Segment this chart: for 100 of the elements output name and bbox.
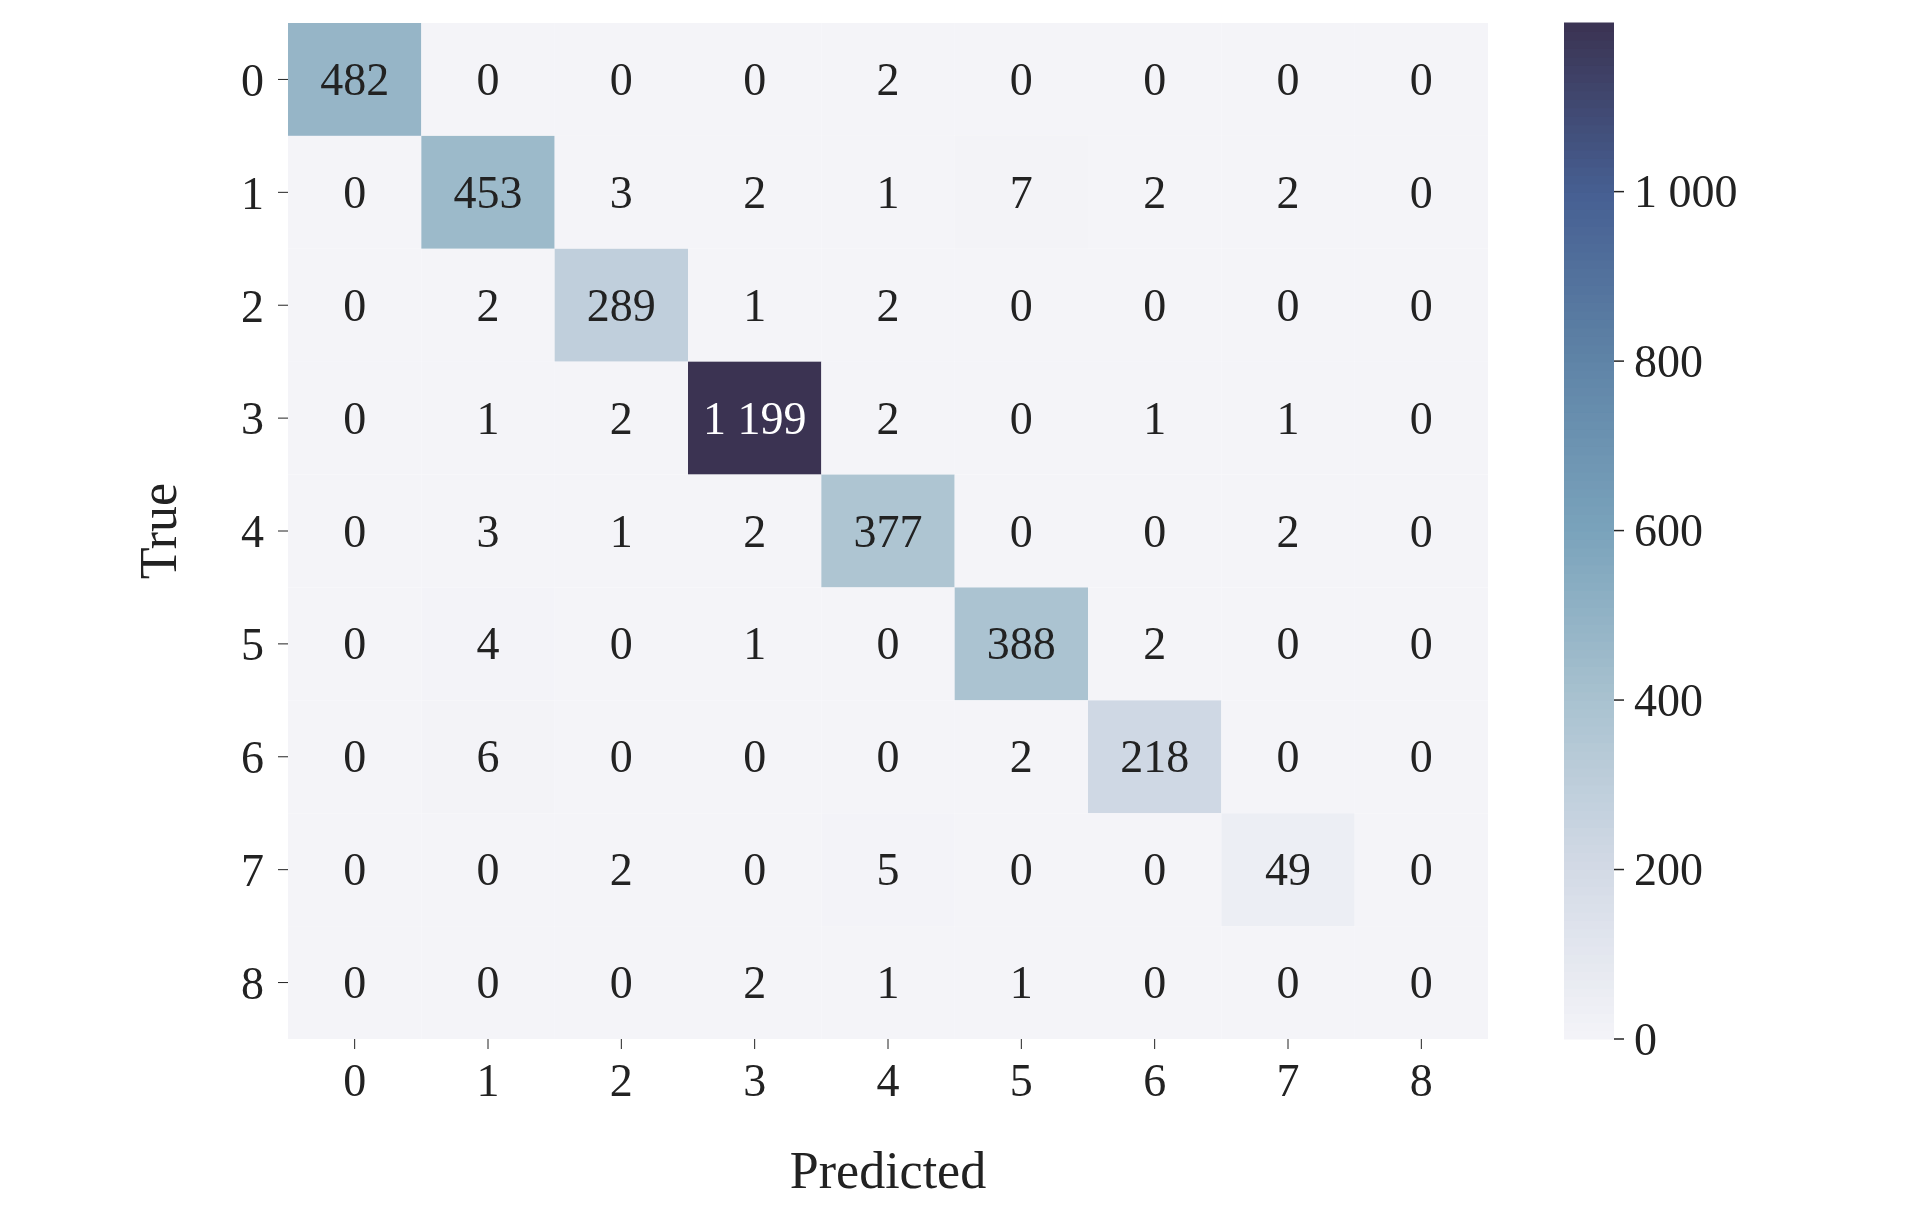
data-label: 1 [1276, 392, 1300, 444]
data-label: 2 [876, 53, 900, 105]
color-bar-label: 200 [1634, 844, 1703, 896]
data-label: 0 [1276, 957, 1300, 1009]
y-tick-label: 4 [241, 506, 264, 558]
data-label: 0 [1409, 505, 1433, 557]
data-label: 0 [609, 731, 633, 783]
data-label: 0 [876, 618, 900, 670]
data-label: 0 [1009, 53, 1033, 105]
y-axis-title: True [130, 482, 188, 580]
y-tick-label: 1 [241, 167, 264, 219]
data-label: 1 [476, 392, 500, 444]
data-label: 0 [1409, 53, 1433, 105]
data-label: 0 [743, 731, 767, 783]
color-bar-label: 400 [1634, 674, 1703, 726]
data-label: 1 [1143, 392, 1167, 444]
data-label: 2 [743, 505, 767, 557]
y-tick-label: 6 [241, 732, 264, 784]
data-label: 2 [1143, 618, 1167, 670]
y-tick-label: 8 [241, 957, 264, 1009]
data-label: 453 [453, 166, 523, 218]
data-label: 0 [743, 844, 767, 896]
data-label: 0 [876, 731, 900, 783]
data-label: 1 [609, 505, 633, 557]
data-label: 49 [1265, 844, 1311, 896]
data-label: 0 [1143, 957, 1167, 1009]
data-label: 0 [343, 731, 367, 783]
data-label: 0 [1409, 166, 1433, 218]
data-label: 2 [1276, 166, 1300, 218]
x-tick-label: 1 [476, 1054, 500, 1106]
x-tick-label: 2 [609, 1054, 633, 1106]
data-label: 2 [876, 392, 900, 444]
data-label: 2 [609, 844, 633, 896]
data-label: 0 [343, 957, 367, 1009]
data-label: 0 [343, 279, 367, 331]
data-label: 0 [476, 957, 500, 1009]
data-label: 1 [743, 279, 767, 331]
data-label: 0 [343, 166, 367, 218]
data-label: 289 [586, 279, 656, 331]
data-label: 0 [1009, 844, 1033, 896]
color-bar-label: 1 000 [1634, 166, 1738, 218]
data-label: 2 [609, 392, 633, 444]
data-label: 0 [1276, 731, 1300, 783]
x-tick-label: 5 [1009, 1054, 1033, 1106]
data-label: 2 [476, 279, 500, 331]
data-label: 0 [1009, 392, 1033, 444]
data-label: 0 [1143, 505, 1167, 557]
data-label: 0 [1276, 618, 1300, 670]
data-label: 0 [609, 957, 633, 1009]
data-label: 1 [876, 957, 900, 1009]
data-label: 0 [1009, 279, 1033, 331]
data-label: 0 [476, 53, 500, 105]
data-label: 0 [343, 392, 367, 444]
data-label: 0 [1276, 279, 1300, 331]
data-label: 388 [986, 618, 1056, 670]
data-label: 377 [853, 505, 923, 557]
data-label: 1 199 [702, 392, 807, 444]
x-tick-label: 6 [1143, 1054, 1167, 1106]
data-label: 0 [1143, 844, 1167, 896]
data-label: 0 [1409, 618, 1433, 670]
y-tick-label: 3 [241, 393, 264, 445]
data-label: 6 [476, 731, 500, 783]
data-label: 0 [1276, 53, 1300, 105]
data-label: 3 [609, 166, 633, 218]
data-label: 4 [476, 618, 500, 670]
y-tick-label: 0 [241, 54, 264, 106]
data-label: 0 [1409, 279, 1433, 331]
x-tick-label: 8 [1409, 1054, 1433, 1106]
data-label: 2 [876, 279, 900, 331]
data-label: 0 [343, 844, 367, 896]
x-tick-label: 7 [1276, 1054, 1300, 1106]
x-tick-label: 3 [743, 1054, 767, 1106]
data-label: 2 [743, 957, 767, 1009]
data-label: 218 [1120, 731, 1190, 783]
data-label: 0 [343, 505, 367, 557]
color-bar-label: 800 [1634, 335, 1703, 387]
x-axis-title: Predicted [789, 1142, 987, 1199]
color-bar-label: 0 [1634, 1013, 1657, 1065]
data-label: 0 [743, 53, 767, 105]
x-tick-label: 0 [343, 1054, 367, 1106]
data-label: 1 [1009, 957, 1033, 1009]
data-label: 2 [1009, 731, 1033, 783]
data-label: 0 [343, 618, 367, 670]
data-label: 0 [1409, 844, 1433, 896]
data-label: 0 [1409, 731, 1433, 783]
data-label: 3 [476, 505, 500, 557]
data-label: 0 [1409, 392, 1433, 444]
y-tick-label: 2 [241, 280, 264, 332]
data-label: 1 [743, 618, 767, 670]
data-label: 2 [1143, 166, 1167, 218]
data-label: 1 [876, 166, 900, 218]
data-label: 2 [1276, 505, 1300, 557]
color-bar-label: 600 [1634, 505, 1703, 557]
data-label: 2 [743, 166, 767, 218]
data-label: 0 [1143, 279, 1167, 331]
y-tick-label: 7 [241, 845, 264, 896]
data-label: 5 [876, 844, 900, 896]
data-label: 0 [1009, 505, 1033, 557]
data-label: 0 [609, 618, 633, 670]
data-label: 482 [320, 53, 390, 105]
